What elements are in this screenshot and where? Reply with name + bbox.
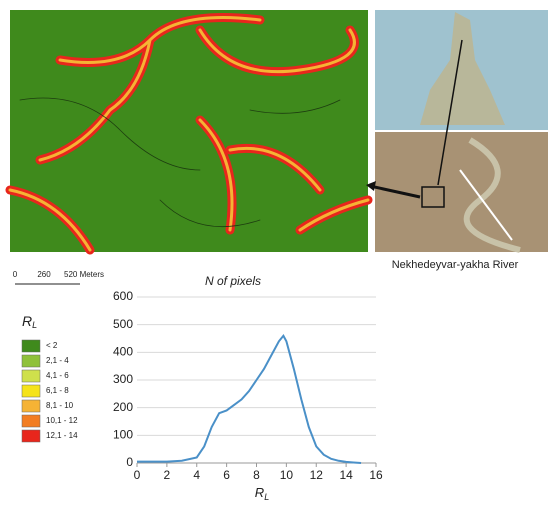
- y-tick-label: 300: [113, 372, 133, 386]
- legend-swatch: [21, 414, 41, 428]
- legend-label: 4,1 - 6: [46, 371, 69, 380]
- legend-swatch: [21, 429, 41, 443]
- x-tick-label: 4: [193, 468, 200, 482]
- legend-swatch: [21, 384, 41, 398]
- data-line: [137, 333, 362, 464]
- legend-title: RL: [22, 313, 37, 331]
- river: [463, 137, 521, 253]
- land: [420, 12, 505, 125]
- map-caption: Nekhedeyvar-yakha River: [392, 259, 519, 271]
- legend-title-main: R: [22, 313, 32, 329]
- arrow: [437, 39, 463, 186]
- legend-label: 8,1 - 10: [46, 401, 74, 410]
- scale-label: 260: [37, 270, 51, 279]
- x-tick-label: 12: [310, 468, 324, 482]
- inset-box: [421, 186, 445, 208]
- legend-swatch: [21, 339, 41, 353]
- y-tick-label: 0: [126, 455, 133, 469]
- map-channels: [5, 13, 373, 255]
- x-tick-label: 10: [280, 468, 294, 482]
- x-tick-label: 14: [339, 468, 353, 482]
- legend-swatch: [21, 399, 41, 413]
- legend-label: 12,1 - 14: [46, 431, 78, 440]
- x-tick-label: 16: [369, 468, 383, 482]
- legend-label: 6,1 - 8: [46, 386, 69, 395]
- x-tick-label: 0: [134, 468, 141, 482]
- legend-swatch: [21, 369, 41, 383]
- x-title-sub: L: [264, 492, 269, 502]
- x-axis-title: RL: [255, 485, 269, 502]
- legend-label: < 2: [46, 341, 58, 350]
- x-tick-label: 8: [253, 468, 260, 482]
- y-tick-label: 400: [113, 345, 133, 359]
- map: [10, 10, 368, 252]
- x-tick-label: 6: [223, 468, 230, 482]
- x-title-main: R: [255, 485, 264, 500]
- arrow: [459, 169, 513, 241]
- y-tick-label: 200: [113, 400, 133, 414]
- y-title: N of pixels: [205, 274, 261, 288]
- x-tick-label: 2: [164, 468, 171, 482]
- arrow-head: [366, 181, 376, 191]
- legend-title-sub: L: [32, 320, 37, 330]
- chart: 0 100 200 300 400 500 600 0 2 4 6 8 10 12 14 16: [113, 289, 383, 482]
- scale-label: 0: [13, 270, 18, 279]
- y-axis-title: N of pixels: [205, 274, 261, 288]
- legend: < 2 2,1 - 4 4,1 - 6 6,1 - 8 8,1 - 10 10,1 - 1…: [21, 339, 78, 443]
- y-tick-label: 600: [113, 289, 133, 303]
- scale-label: 520 Meters: [64, 270, 104, 279]
- legend-swatch: [21, 354, 41, 368]
- y-tick-label: 500: [113, 317, 133, 331]
- legend-label: 2,1 - 4: [46, 356, 69, 365]
- y-tick-label: 100: [113, 428, 133, 442]
- legend-label: 10,1 - 12: [46, 416, 78, 425]
- arrow: [369, 184, 421, 199]
